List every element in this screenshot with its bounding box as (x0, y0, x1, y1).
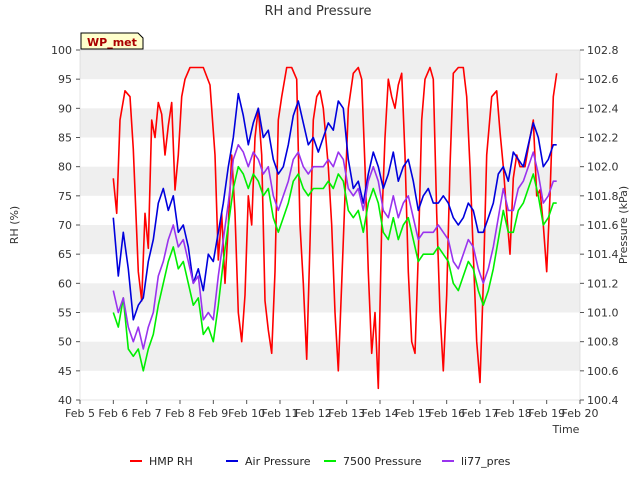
grid-band (80, 50, 580, 80)
legend-label: HMP RH (149, 455, 193, 468)
site-badge-label: WP_met (87, 36, 137, 49)
y2-tick-label: 101.8 (587, 190, 619, 203)
y2-tick-label: 101.6 (587, 219, 619, 232)
x-tick-label: Feb 17 (462, 407, 499, 420)
x-tick-label: Feb 12 (295, 407, 332, 420)
legend: HMP RH Air Pressure 7500 Pressure li77_pres (130, 455, 511, 468)
y-tick-label: 65 (58, 248, 72, 261)
y-tick-label: 60 (58, 277, 72, 290)
x-tick-label: Feb 10 (228, 407, 265, 420)
x-tick-label: Feb 18 (495, 407, 532, 420)
y-tick-label: 45 (58, 365, 72, 378)
y-tick-label: 70 (58, 219, 72, 232)
x-tick-label: Feb 19 (528, 407, 565, 420)
x-tick-label: Feb 14 (362, 407, 399, 420)
x-tick-label: Feb 7 (132, 407, 162, 420)
y-tick-label: 50 (58, 336, 72, 349)
y-tick-label: 55 (58, 307, 72, 320)
y2-tick-label: 100.6 (587, 365, 619, 378)
x-tick-label: Feb 6 (98, 407, 128, 420)
series-lines (112, 66, 558, 390)
chart-title: RH and Pressure (264, 4, 371, 19)
x-tick-label: Feb 15 (395, 407, 432, 420)
x-tick-label: Feb 9 (198, 407, 228, 420)
y-tick-label: 80 (58, 161, 72, 174)
series-line-3 (112, 144, 557, 350)
y2-tick-label: 101.0 (587, 307, 619, 320)
series-line-0 (112, 66, 558, 390)
x-tick-label: Feb 13 (328, 407, 365, 420)
y2-axis-ticks: 100.4 100.6 100.8 101.0 101.2 101.4 101.6 101.8… (580, 44, 619, 407)
grid-band (80, 283, 580, 313)
site-badge: WP_met (80, 32, 144, 50)
x-tick-label: Feb 5 (65, 407, 95, 420)
y-tick-label: 100 (51, 44, 72, 57)
y2-tick-label: 102.0 (587, 161, 619, 174)
y-tick-label: 40 (58, 394, 72, 407)
y2-tick-label: 101.2 (587, 277, 619, 290)
y-axis-ticks: 40 45 50 55 60 65 70 75 80 85 90 95 100 (51, 44, 80, 407)
y2-tick-label: 100.8 (587, 336, 619, 349)
x-tick-label: Feb 11 (262, 407, 299, 420)
y2-axis-label: Pressure (kPa) (617, 186, 630, 264)
series-line-1 (112, 92, 557, 321)
y2-tick-label: 102.8 (587, 44, 619, 57)
legend-item-3: li77_pres (442, 455, 511, 468)
y2-tick-label: 101.4 (587, 248, 619, 261)
y2-tick-label: 100.4 (587, 394, 619, 407)
x-axis-label: Time (552, 423, 580, 436)
x-tick-label: Feb 20 (562, 407, 599, 420)
legend-label: 7500 Pressure (343, 455, 422, 468)
y-tick-label: 90 (58, 102, 72, 115)
grid-band (80, 341, 580, 371)
x-tick-label: Feb 16 (428, 407, 465, 420)
x-tick-label: Feb 8 (165, 407, 195, 420)
legend-label: Air Pressure (245, 455, 311, 468)
y2-tick-label: 102.2 (587, 132, 619, 145)
legend-item-2: 7500 Pressure (324, 455, 422, 468)
y-axis-label: RH (%) (8, 206, 21, 244)
legend-item-0: HMP RH (130, 455, 193, 468)
y-tick-label: 95 (58, 73, 72, 86)
y-tick-label: 85 (58, 132, 72, 145)
y2-tick-label: 102.6 (587, 73, 619, 86)
y-tick-label: 75 (58, 190, 72, 203)
legend-label: li77_pres (461, 455, 511, 468)
series-line-2 (112, 165, 557, 372)
y2-tick-label: 102.4 (587, 102, 619, 115)
legend-item-1: Air Pressure (226, 455, 311, 468)
